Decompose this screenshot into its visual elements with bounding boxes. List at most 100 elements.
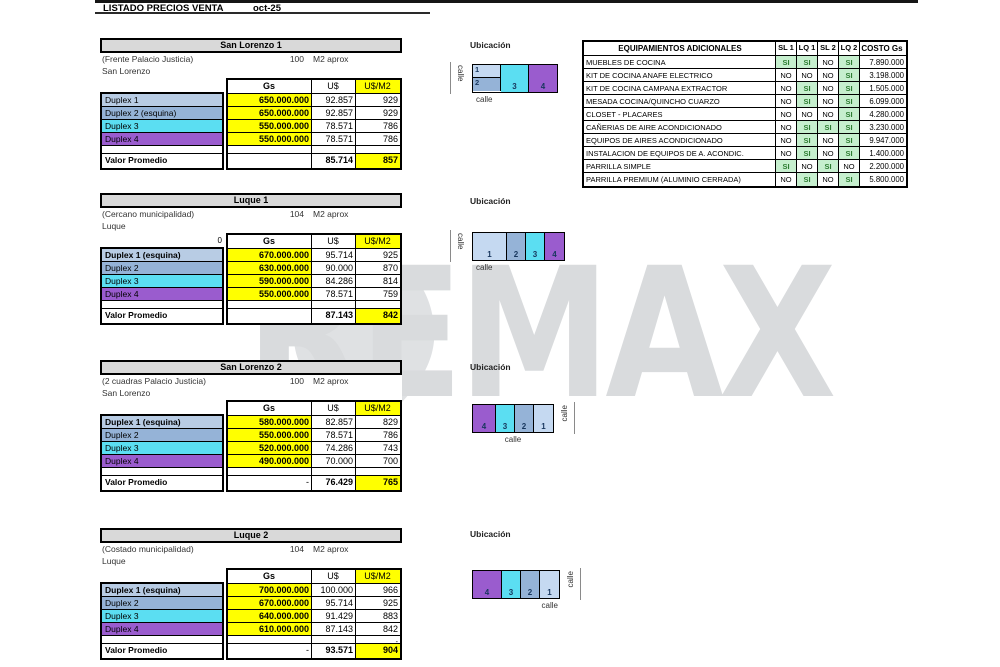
column-header-usm2: U$/M2 — [356, 570, 400, 583]
us-value: 78.571 — [312, 429, 356, 441]
property-table-san-lorenzo-1: San Lorenzo 1 (Frente Palacio Justicia) … — [100, 38, 402, 170]
spacer-label-row — [102, 636, 222, 644]
us-value: 74.286 — [312, 442, 356, 454]
unit-2: 2 — [515, 405, 534, 432]
area-unit: M2 aprox — [313, 376, 349, 386]
promedio-us: 87.143 — [312, 309, 356, 323]
pre-header-value: 0 — [217, 236, 222, 245]
equipment-flag-lq1: NO — [797, 69, 818, 81]
duplex-label: Duplex 4 — [102, 288, 222, 301]
us-value: 92.857 — [312, 107, 356, 119]
equipment-flag-sl1: NO — [776, 69, 797, 81]
duplex-label: Duplex 2 — [102, 429, 222, 442]
duplex-label: Duplex 3 — [102, 610, 222, 623]
calle-label-vertical: calle — [560, 405, 569, 422]
column-header-us: U$ — [312, 80, 356, 93]
duplex-label-column: Duplex 1 (esquina) Duplex 2 Duplex 3 Duplex… — [100, 582, 224, 660]
ubicacion-label: Ubicación — [470, 529, 511, 539]
price-data-grid: Gs U$ U$/M2 580.000.000 82.857 829 550.000.000… — [226, 400, 402, 492]
page-title: LISTADO PRECIOS VENTA — [103, 3, 224, 14]
equipment-cost: 6.099.000 — [869, 97, 904, 106]
price-row: 650.000.000 92.857 929 — [228, 107, 400, 120]
price-row: 490.000.000 70.000 700 — [228, 455, 400, 468]
spacer-label-row — [102, 146, 222, 154]
city-label: San Lorenzo — [102, 388, 151, 398]
spacer-us — [312, 636, 356, 643]
column-header-us: U$ — [312, 570, 356, 583]
equipment-flag-lq1: SI — [797, 134, 818, 146]
price-row: 590.000.000 84.286 814 — [228, 275, 400, 288]
us-value: 90.000 — [312, 262, 356, 274]
location-diagram-san-lorenzo-2: 4 3 2 1 calle calle — [472, 402, 575, 444]
usm2-value: 829 — [382, 417, 398, 427]
unit-1: 1 — [540, 571, 559, 598]
equipment-cost: 7.890.000 — [869, 58, 904, 67]
equipment-table-title: EQUIPAMIENTOS ADICIONALES — [584, 42, 776, 55]
table-title: San Lorenzo 1 — [100, 38, 402, 53]
unit-1: 1 — [473, 65, 501, 78]
column-header-lq2: LQ 2 — [839, 42, 860, 55]
duplex-label: Duplex 4 — [102, 455, 222, 468]
unit-2: 2 — [473, 78, 501, 91]
usm2-value: 786 — [382, 134, 398, 144]
equipment-flag-lq2: SI — [839, 95, 860, 107]
column-header-gs: Gs — [228, 402, 312, 415]
equipment-flag-sl1: NO — [776, 134, 797, 146]
equipment-cost: 1.505.000 — [869, 84, 904, 93]
spacer-row — [228, 301, 400, 309]
price-header-row: Gs U$ U$/M2 — [228, 570, 400, 584]
spacer-gs — [228, 636, 312, 643]
equipment-flag-lq2: SI — [839, 69, 860, 81]
duplex-label: Duplex 2 — [102, 597, 222, 610]
table-subtitle: (Frente Palacio Justicia) — [102, 54, 194, 64]
duplex-label: Duplex 2 (esquina) — [102, 107, 222, 120]
table-subtitle: (Costado municipalidad) — [102, 544, 194, 554]
equipment-name: MESADA COCINA/QUINCHO CUARZO — [584, 95, 776, 107]
table-subtitle: (2 cuadras Palacio Justicia) — [102, 376, 206, 386]
price-row: 670.000.000 95.714 925 — [228, 249, 400, 262]
city-label: Luque — [102, 556, 126, 566]
area-value: 104 — [289, 209, 304, 219]
equipment-name: MUEBLES DE COCINA — [584, 56, 776, 68]
spacer-row — [228, 146, 400, 154]
promedio-row: 87.143 842 — [228, 309, 400, 323]
equipment-row: MUEBLES DE COCINA SI SI NO SI 7.890.000 — [584, 56, 906, 69]
unit-4: 4 — [473, 405, 496, 432]
equipment-flag-sl1: SI — [776, 56, 797, 68]
document-date: oct-25 — [253, 3, 281, 14]
equipment-name: EQUIPOS DE AIRES ACONDICIONADO — [584, 134, 776, 146]
area-unit: M2 aprox — [313, 209, 349, 219]
unit-1: 1 — [473, 233, 507, 260]
unit-4: 4 — [473, 571, 502, 598]
unit-3: 3 — [526, 233, 545, 260]
location-diagram-luque-2: 4 3 2 1 calle calle — [472, 568, 581, 610]
price-header-row: Gs U$ U$/M2 — [228, 235, 400, 249]
promedio-usm2: 857 — [356, 154, 400, 168]
spacer-gs — [228, 301, 312, 308]
equipment-flag-lq2: SI — [839, 56, 860, 68]
promedio-gs: - — [228, 644, 312, 658]
table-subtitle: (Cercano municipalidad) — [102, 209, 195, 219]
usm2-value: 786 — [382, 430, 398, 440]
calle-label-bottom: calle — [504, 435, 522, 444]
gs-value: 670.000.000 — [228, 597, 312, 609]
unit-1: 1 — [534, 405, 553, 432]
spacer-label-row — [102, 301, 222, 309]
promedio-row: 85.714 857 — [228, 154, 400, 168]
equipment-flag-lq2: SI — [839, 121, 860, 133]
price-data-grid: Gs U$ U$/M2 700.000.000 100.000 966 670.000.00… — [226, 568, 402, 660]
promedio-us: 76.429 — [312, 476, 356, 490]
street-line — [580, 568, 581, 600]
equipment-header-row: EQUIPAMIENTOS ADICIONALES SL 1 LQ 1 SL 2… — [584, 42, 906, 56]
spacer-usm2 — [356, 146, 400, 153]
spacer-row: - — [228, 636, 400, 644]
equipment-flag-sl1: NO — [776, 173, 797, 186]
column-header-gs: Gs — [228, 570, 312, 583]
usm2-value: 759 — [382, 289, 398, 299]
equipment-name: PARRILLA PREMIUM (ALUMINIO CERRADA) — [584, 173, 776, 186]
equipment-flag-sl2: NO — [818, 108, 839, 120]
gs-value: 650.000.000 — [228, 107, 312, 119]
spacer-us — [312, 468, 356, 475]
